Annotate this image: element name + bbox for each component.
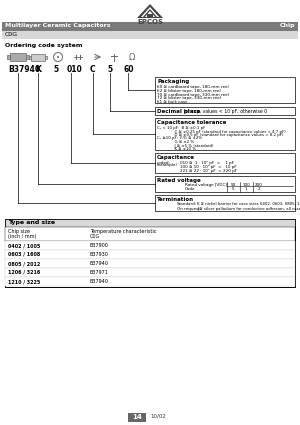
Text: 200: 200 [255, 183, 263, 187]
Polygon shape [141, 7, 159, 17]
Text: Rated voltage: Rated voltage [157, 178, 201, 183]
Text: Packaging: Packaging [157, 79, 189, 84]
Polygon shape [145, 11, 155, 17]
Text: Rated voltage [VDC]:: Rated voltage [VDC]: [185, 183, 228, 187]
Bar [5, 277, 295, 286]
Text: 100: 100 [242, 183, 250, 187]
Text: B37940: B37940 [90, 279, 109, 284]
Text: for cap. values < 10 pF, otherwise 0: for cap. values < 10 pF, otherwise 0 [182, 109, 267, 114]
Text: 10/02: 10/02 [150, 414, 166, 419]
Polygon shape [137, 4, 163, 18]
Bar [26, 55, 29, 59]
Text: C₀ ≥10 pF:  F/G ≅ ±2%: C₀ ≥10 pF: F/G ≅ ±2% [157, 136, 202, 141]
Text: J ≅ silver palladium for conductive adhesion, all case sizes: J ≅ silver palladium for conductive adhe… [197, 207, 300, 211]
Bar [128, 413, 146, 422]
Text: 0402 / 1005: 0402 / 1005 [8, 243, 40, 248]
Text: Ω: Ω [129, 53, 135, 62]
Text: Multilayer Ceramic Capacitors: Multilayer Ceramic Capacitors [5, 23, 110, 28]
Text: 1206 / 3216: 1206 / 3216 [8, 270, 40, 275]
Text: 0805 / 2012: 0805 / 2012 [8, 261, 40, 266]
Bar [29, 56, 31, 59]
Text: B37940: B37940 [90, 261, 109, 266]
Bar [2, 22, 298, 31]
Bar [5, 241, 295, 250]
Text: 1210 / 3225: 1210 / 3225 [8, 279, 40, 284]
Text: 5: 5 [107, 65, 112, 74]
Text: 1: 1 [245, 187, 247, 191]
Text: C₀ < 10 pF:  B ≅ ±0.1 pF: C₀ < 10 pF: B ≅ ±0.1 pF [157, 126, 206, 130]
Text: B37930: B37930 [90, 252, 109, 257]
Bar [10, 53, 26, 61]
Circle shape [57, 56, 59, 58]
Text: B37971: B37971 [90, 270, 109, 275]
Bar [7, 55, 10, 59]
Text: K: K [35, 65, 41, 74]
Text: K ≅ ±10 %: K ≅ ±10 % [157, 147, 196, 151]
Bar [155, 153, 295, 173]
Text: 221 ≅ 22 · 10¹ pF  = 220 pF: 221 ≅ 22 · 10¹ pF = 220 pF [180, 169, 237, 173]
Text: B37940: B37940 [8, 65, 40, 74]
Bar [5, 259, 295, 268]
Bar [155, 176, 295, 192]
Text: 5: 5 [53, 65, 58, 74]
Text: C ≅ ±0.25 pF (standard for capacitance values < 4.7 pF): C ≅ ±0.25 pF (standard for capacitance v… [157, 130, 286, 133]
Bar [5, 219, 295, 227]
Text: Capacitance tolerance: Capacitance tolerance [157, 120, 226, 125]
Text: C0G: C0G [90, 234, 100, 239]
Text: 14: 14 [132, 414, 142, 420]
Bar [2, 31, 298, 39]
Text: Decimal place: Decimal place [157, 109, 200, 114]
Text: 50: 50 [230, 183, 236, 187]
Text: D ≅ ±0.5 pF (standard for capacitance values > 8.2 pF): D ≅ ±0.5 pF (standard for capacitance va… [157, 133, 284, 137]
Text: Standard:: Standard: [177, 202, 197, 206]
Text: 60 ≅ cardboard tape, 180-mm reel: 60 ≅ cardboard tape, 180-mm reel [157, 85, 229, 89]
Text: 70 ≅ cardboard tape, 330-mm reel: 70 ≅ cardboard tape, 330-mm reel [157, 93, 229, 96]
Text: (example): (example) [157, 163, 178, 167]
Text: 5: 5 [232, 187, 234, 191]
Text: B37900: B37900 [90, 243, 109, 248]
Text: 100 ≅ 10 · 10⁰ pF  =   10 pF: 100 ≅ 10 · 10⁰ pF = 10 pF [180, 165, 237, 169]
Text: 60: 60 [124, 65, 134, 74]
Bar [5, 250, 295, 259]
Text: G ≅ ±2 %: G ≅ ±2 % [157, 140, 194, 144]
Bar [5, 268, 295, 277]
Text: J ≅ ±5 % (standard): J ≅ ±5 % (standard) [157, 144, 214, 147]
Text: Chip: Chip [280, 23, 295, 28]
Text: Chip size: Chip size [8, 229, 30, 234]
Text: Type and size: Type and size [8, 220, 55, 225]
Bar [5, 227, 295, 241]
Text: 0603 / 1608: 0603 / 1608 [8, 252, 40, 257]
Text: coded:: coded: [157, 161, 171, 165]
Text: K ≅ nickel barrier for case sizes 0402, 0603, 0805, 1206, 1210: K ≅ nickel barrier for case sizes 0402, … [197, 202, 300, 206]
Bar [45, 56, 47, 59]
Bar [5, 219, 295, 287]
Text: 61 ≅ bulk case: 61 ≅ bulk case [157, 100, 188, 104]
Text: Ordering code system: Ordering code system [5, 43, 82, 48]
Text: 72 ≅ blister tape, 330-mm reel: 72 ≅ blister tape, 330-mm reel [157, 96, 221, 100]
Bar [155, 118, 295, 150]
Bar [31, 54, 45, 61]
Bar [155, 195, 295, 211]
Text: On request:: On request: [177, 207, 201, 211]
Text: 62 ≅ blister tape, 180-mm reel: 62 ≅ blister tape, 180-mm reel [157, 89, 220, 93]
Text: 010 ≅  1 · 10⁰ pF  =    1 pF: 010 ≅ 1 · 10⁰ pF = 1 pF [180, 161, 234, 165]
Text: Code: Code [185, 187, 196, 191]
Text: C: C [90, 65, 96, 74]
Text: Termination: Termination [157, 197, 194, 202]
Text: Temperature characteristic: Temperature characteristic [90, 229, 156, 234]
Polygon shape [143, 9, 157, 17]
Text: EPCOS: EPCOS [137, 19, 163, 25]
Bar [155, 107, 295, 115]
Text: (inch / mm): (inch / mm) [8, 234, 36, 239]
Bar [155, 77, 295, 103]
Text: Capacitance: Capacitance [157, 155, 195, 160]
Text: 010: 010 [67, 65, 83, 74]
Polygon shape [147, 14, 153, 17]
Text: 2: 2 [258, 187, 260, 191]
Text: C0G: C0G [5, 32, 18, 37]
